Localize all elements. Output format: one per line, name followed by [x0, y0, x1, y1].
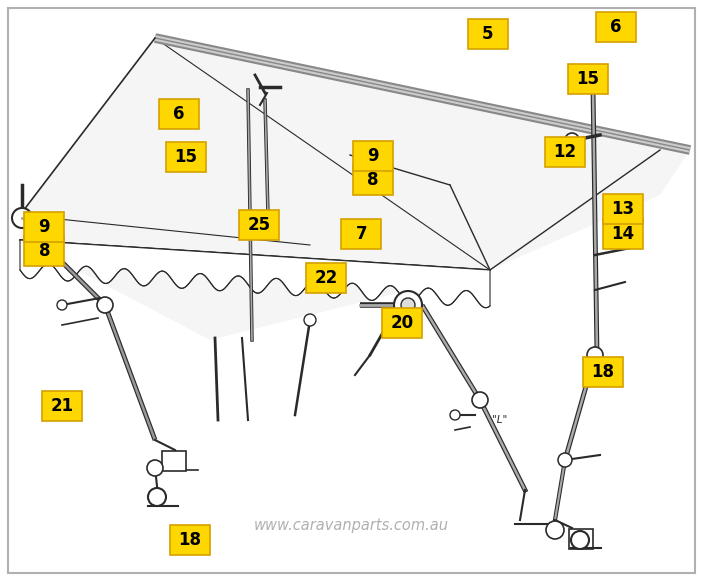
FancyBboxPatch shape: [25, 236, 64, 266]
Text: 20: 20: [391, 314, 413, 332]
FancyBboxPatch shape: [382, 308, 422, 338]
Circle shape: [401, 298, 415, 312]
FancyBboxPatch shape: [307, 263, 346, 293]
Text: 14: 14: [612, 225, 634, 242]
Text: 6: 6: [610, 18, 621, 35]
Text: "L": "L": [492, 415, 508, 425]
FancyBboxPatch shape: [42, 390, 82, 421]
Text: 9: 9: [39, 218, 50, 235]
Circle shape: [97, 297, 113, 313]
Circle shape: [12, 208, 32, 228]
FancyBboxPatch shape: [8, 8, 695, 573]
Text: 22: 22: [314, 269, 338, 286]
Circle shape: [147, 460, 163, 476]
Text: 6: 6: [173, 105, 184, 123]
Circle shape: [304, 314, 316, 326]
FancyBboxPatch shape: [159, 99, 198, 129]
Text: 18: 18: [179, 532, 201, 549]
Text: 5: 5: [482, 25, 494, 42]
FancyBboxPatch shape: [239, 210, 278, 241]
Text: 15: 15: [576, 70, 599, 88]
FancyBboxPatch shape: [25, 211, 64, 242]
Text: 8: 8: [39, 242, 50, 260]
FancyBboxPatch shape: [353, 141, 392, 171]
FancyBboxPatch shape: [603, 194, 643, 224]
FancyBboxPatch shape: [342, 218, 381, 249]
FancyBboxPatch shape: [583, 357, 623, 387]
Text: 7: 7: [356, 225, 367, 242]
Text: 15: 15: [174, 148, 197, 166]
Text: 8: 8: [367, 171, 378, 189]
Text: 18: 18: [592, 363, 614, 381]
Circle shape: [450, 410, 460, 420]
Text: 9: 9: [367, 147, 378, 164]
Text: 21: 21: [51, 397, 73, 414]
Text: 12: 12: [554, 144, 576, 161]
FancyBboxPatch shape: [162, 451, 186, 471]
Text: 25: 25: [247, 217, 270, 234]
Circle shape: [57, 300, 67, 310]
Text: www.caravanparts.com.au: www.caravanparts.com.au: [254, 518, 449, 533]
Circle shape: [472, 392, 488, 408]
FancyBboxPatch shape: [603, 218, 643, 249]
Polygon shape: [20, 38, 690, 340]
FancyBboxPatch shape: [468, 19, 508, 49]
FancyBboxPatch shape: [569, 529, 593, 549]
FancyBboxPatch shape: [596, 12, 636, 42]
Circle shape: [558, 453, 572, 467]
FancyBboxPatch shape: [568, 64, 607, 94]
Circle shape: [148, 488, 166, 506]
Polygon shape: [20, 240, 490, 308]
Circle shape: [565, 133, 579, 147]
Circle shape: [587, 347, 603, 363]
Circle shape: [571, 531, 589, 549]
FancyBboxPatch shape: [170, 525, 209, 555]
Text: 13: 13: [612, 200, 634, 218]
FancyBboxPatch shape: [353, 165, 392, 195]
Circle shape: [546, 521, 564, 539]
FancyBboxPatch shape: [166, 142, 205, 172]
Circle shape: [394, 291, 422, 319]
FancyBboxPatch shape: [546, 137, 585, 167]
